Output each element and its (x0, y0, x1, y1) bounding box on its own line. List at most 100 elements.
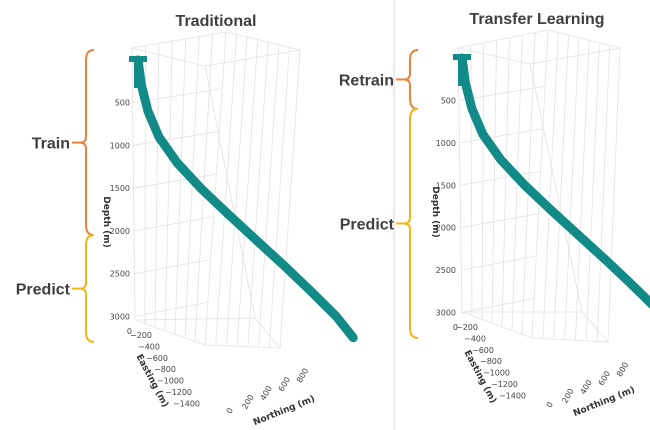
northing-tick-label: 600 (597, 369, 612, 387)
easting-tick-label: −1400 (499, 391, 526, 400)
easting-tick-label: −800 (480, 357, 502, 366)
well-path (133, 55, 358, 343)
grid-edge (529, 63, 583, 313)
grid-line (542, 32, 559, 339)
well-trajectory (453, 53, 650, 309)
grid-edge (457, 47, 463, 313)
grid-edge (531, 29, 549, 339)
grid-line (184, 36, 200, 338)
origin-tick-label: 0 (127, 327, 132, 336)
grid-line (215, 34, 237, 346)
easting-ticks: −200 −400 −600 −800 −1000 −1200 −1400 (130, 331, 200, 408)
northing-tick-label: 0 (545, 400, 555, 409)
depth-axis-title: Depth (m) (101, 196, 111, 247)
easting-tick-label: −1400 (173, 399, 200, 408)
depth-ticks: 500 1000 1500 2000 2500 3000 0 (110, 99, 132, 336)
easting-tick-label: −1200 (165, 388, 192, 397)
depth-tick-label: 2500 (436, 266, 456, 275)
origin-tick-label: 0 (453, 323, 458, 332)
depth-tick-label: 500 (115, 99, 130, 108)
well-trajectory (129, 55, 358, 343)
grid-line (154, 43, 160, 328)
grid-line (461, 298, 534, 313)
grid-line (133, 216, 213, 232)
brackets: Train Predict (16, 49, 95, 343)
grid-line (236, 39, 259, 347)
grid-line (459, 128, 543, 144)
grid-line (134, 259, 210, 275)
depth-tick-label: 2000 (436, 224, 456, 233)
northing-tick-label: 800 (295, 367, 310, 385)
grid-line (258, 44, 280, 348)
northing-tick-label: 200 (560, 387, 575, 405)
easting-tick-label: −200 (456, 323, 478, 332)
grid-line (164, 41, 173, 331)
grid-line (174, 38, 187, 335)
northing-tick-label: 600 (277, 375, 292, 393)
depth-tick-label: 1500 (436, 181, 456, 190)
well-casing (458, 56, 466, 86)
well-casing (134, 58, 142, 88)
depth-axis-title: Depth (m) (430, 186, 440, 237)
grid-line (553, 35, 569, 340)
grid-line (501, 37, 510, 327)
bracket-label: Predict (16, 282, 71, 299)
grid-line (133, 173, 216, 189)
grid-edge (204, 31, 227, 346)
bracket-label: Retrain (339, 72, 394, 89)
brackets: Retrain Predict (339, 49, 419, 339)
bracket (403, 49, 419, 110)
grid-line (460, 213, 538, 229)
grid-line (564, 37, 580, 340)
panel-title: Transfer Learning (469, 11, 604, 28)
depth-tick-label: 500 (441, 96, 456, 105)
grid-box (457, 29, 621, 343)
depth-tick-label: 2000 (110, 227, 130, 236)
easting-tick-label: −1200 (491, 380, 518, 389)
northing-tick-label: 0 (225, 406, 235, 415)
panel-title: Traditional (176, 13, 257, 30)
grid-line (575, 40, 590, 341)
easting-tick-label: −1000 (483, 369, 510, 378)
depth-tick-label: 1000 (436, 139, 456, 148)
grid-line (134, 301, 207, 317)
panel-transfer-learning: Transfer Learning 5001000150020002500300… (339, 11, 650, 419)
grid-edge (204, 65, 256, 319)
bracket (403, 107, 419, 339)
grid-edge (131, 47, 136, 321)
easting-tick-label: −200 (130, 331, 152, 340)
northing-tick-label: 800 (615, 361, 630, 379)
easting-tick-label: −400 (464, 334, 486, 343)
grid-line (585, 42, 600, 341)
grid-line (460, 170, 541, 186)
northing-tick-label: 200 (240, 393, 255, 411)
northing-tick-label: 400 (259, 384, 274, 402)
bracket-label: Train (32, 136, 70, 153)
grid-edge (607, 47, 621, 343)
grid-box (131, 31, 301, 349)
grid-top (131, 31, 301, 67)
grid-edge (279, 49, 301, 349)
depth-tick-label: 3000 (110, 312, 130, 321)
grid-line (470, 45, 473, 316)
easting-tick-label: −1000 (157, 377, 184, 386)
bracket (79, 49, 95, 237)
easting-tick-label: −600 (146, 354, 168, 363)
easting-ticks: −200 −400 −600 −800 −1000 −1200 −1400 (456, 323, 526, 400)
well-path (457, 53, 650, 309)
bracket (79, 234, 95, 343)
grid-line (226, 37, 248, 346)
grid-line (247, 42, 269, 347)
grid-line (596, 45, 611, 342)
easting-tick-label: −600 (472, 346, 494, 355)
easting-tick-label: −400 (138, 342, 160, 351)
depth-tick-label: 3000 (436, 309, 456, 318)
depth-tick-label: 1500 (110, 184, 130, 193)
depth-ticks: 500 1000 1500 2000 2500 3000 0 (436, 96, 458, 332)
grid-line (268, 47, 290, 348)
depth-tick-label: 2500 (110, 270, 130, 279)
grid-top (457, 29, 621, 65)
depth-tick-label: 1000 (110, 141, 130, 150)
